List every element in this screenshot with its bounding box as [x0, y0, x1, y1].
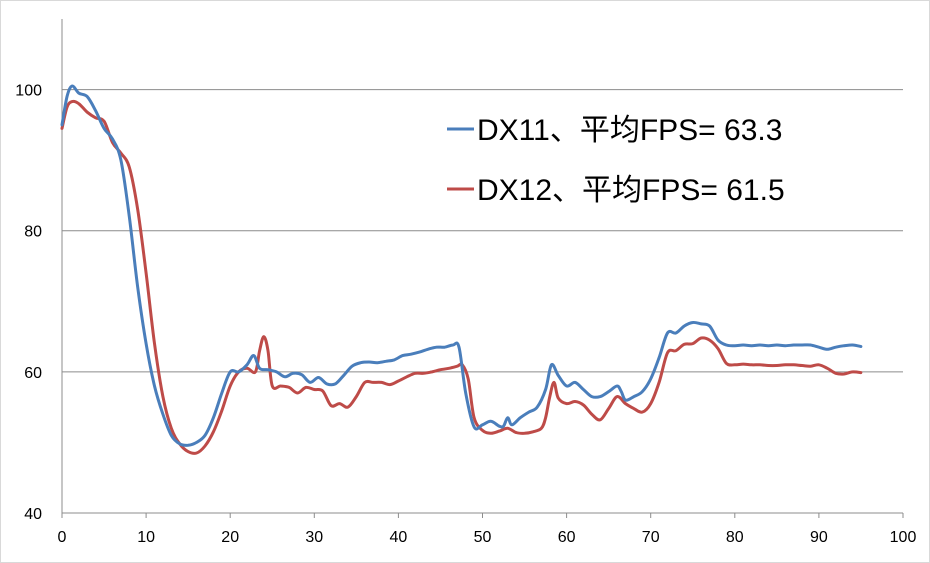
- x-tick-label-90: 90: [810, 529, 828, 546]
- y-tick-label-100: 100: [15, 83, 42, 100]
- legend-label-dx12: DX12、平均FPS= 61.5: [477, 174, 785, 207]
- series-line-dx11: [60, 84, 863, 447]
- legend-label-dx11: DX11、平均FPS= 63.3: [477, 114, 782, 147]
- x-tick-label-50: 50: [474, 529, 492, 546]
- legend-item-dx12: DX12、平均FPS= 61.5: [447, 174, 785, 207]
- y-tick-label-80: 80: [24, 224, 42, 241]
- x-tick-label-60: 60: [558, 529, 576, 546]
- series-lines: [60, 84, 863, 455]
- x-tick-label-70: 70: [642, 529, 660, 546]
- series-line-dx12: [60, 99, 863, 455]
- axes: 40 60 80 100 0 10 20 30 40 50 60 70 80 90 100: [15, 19, 916, 546]
- gridlines: [62, 89, 903, 373]
- y-tick-label-40: 40: [24, 506, 42, 523]
- x-tick-label-100: 100: [890, 529, 917, 546]
- legend-item-dx11: DX11、平均FPS= 63.3: [447, 114, 782, 147]
- legend: DX11、平均FPS= 63.3 DX12、平均FPS= 61.5: [447, 114, 785, 207]
- x-tick-label-20: 20: [221, 529, 239, 546]
- x-tick-label-30: 30: [305, 529, 323, 546]
- y-tick-label-60: 60: [24, 365, 42, 382]
- x-tick-label-10: 10: [137, 529, 155, 546]
- x-tick-label-80: 80: [726, 529, 744, 546]
- x-tick-label-0: 0: [58, 529, 67, 546]
- x-tick-label-40: 40: [390, 529, 408, 546]
